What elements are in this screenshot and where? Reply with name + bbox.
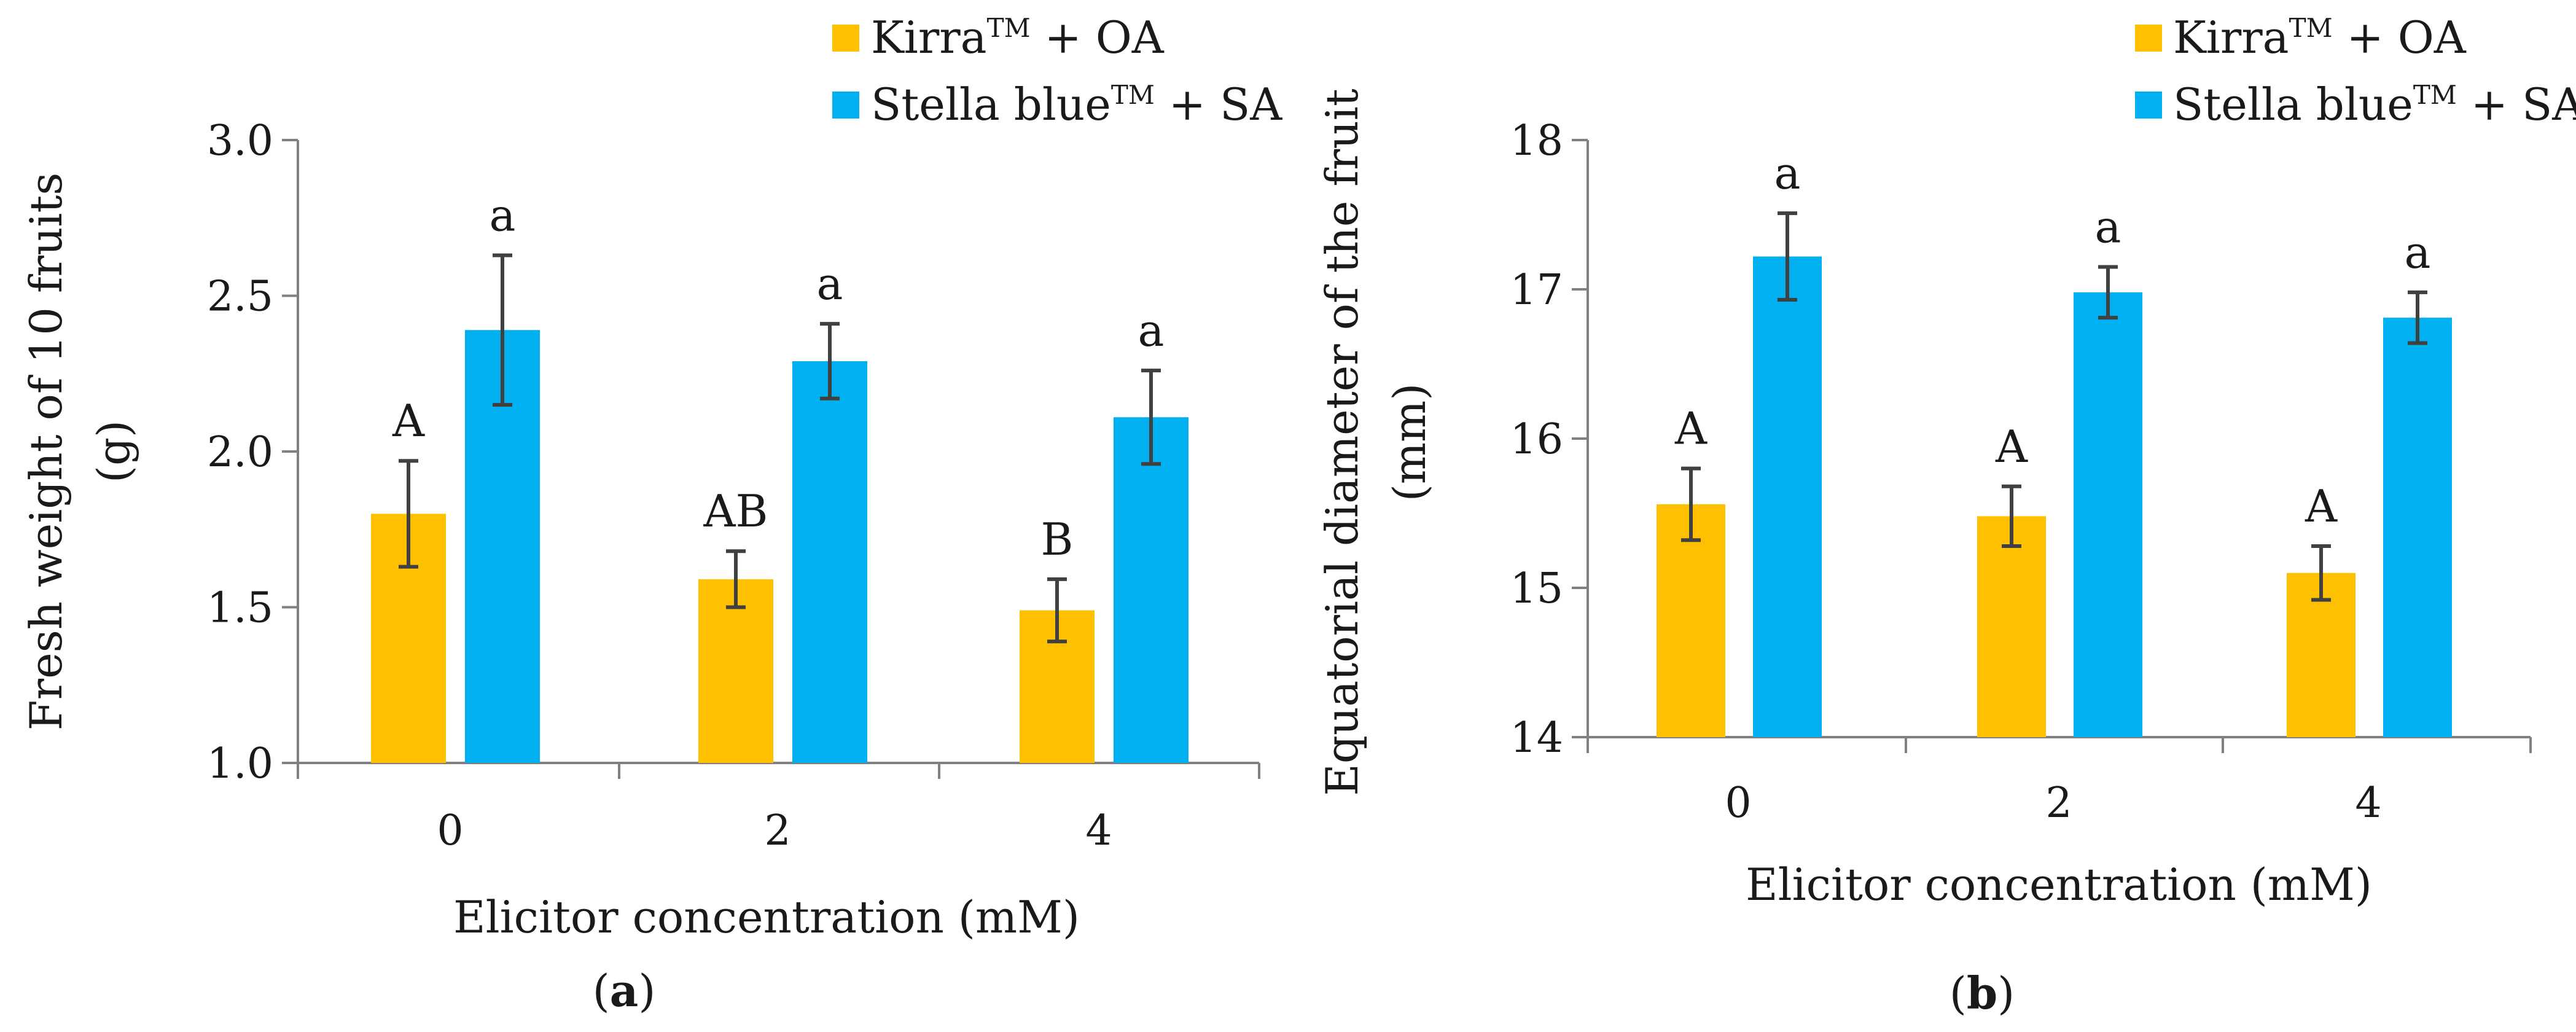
y-tick-label-a: 3.0 (207, 117, 273, 165)
bar-b-series0-0 (1657, 504, 1725, 737)
y-tick-label-a: 2.5 (207, 273, 273, 321)
x-tick-label-b: 0 (1725, 779, 1751, 827)
chart-panel-b: KirraTM + OA Stella blueTM + SA 14 15 16 17… (1316, 12, 2576, 1019)
legend-a: KirraTM + OA Stella blueTM + SA (832, 12, 1282, 130)
x-tick-label-b: 4 (2355, 779, 2381, 827)
bar-a-series0-2 (698, 579, 773, 763)
bar-b-series1-0 (1753, 256, 1822, 737)
y-axis-title-b-line2: (mm) (1384, 383, 1435, 502)
significance-letter-a: A (392, 395, 425, 447)
y-tick-label-b: 15 (1510, 565, 1563, 613)
bar-b-series1-2 (2074, 292, 2142, 737)
significance-letter-b: A (1674, 403, 1708, 455)
significance-letter-a: a (490, 190, 516, 241)
x-axis-title-b: Elicitor concentration (mM) (1746, 859, 2372, 910)
legend-b-swatch-stella (2135, 92, 2162, 119)
significance-letter-b: A (2305, 480, 2338, 532)
y-tick-label-b: 18 (1510, 117, 1563, 165)
y-tick-label-b: 14 (1510, 714, 1563, 762)
y-tick-label-b: 16 (1510, 415, 1563, 464)
significance-letter-b: a (2095, 201, 2121, 253)
significance-letter-a: a (817, 258, 843, 310)
legend-b: KirraTM + OA Stella blueTM + SA (2135, 12, 2576, 130)
legend-b-label-kirra: KirraTM + OA (2173, 12, 2467, 63)
bar-b-series1-4 (2383, 318, 2452, 737)
legend-b-swatch-kirra (2135, 25, 2162, 52)
panel-label-b: (b) (1950, 967, 2015, 1019)
y-tick-label-a: 2.0 (207, 428, 273, 477)
x-tick-label-b: 2 (2045, 779, 2072, 827)
significance-letter-a: B (1041, 514, 1074, 565)
significance-letter-a: a (1138, 305, 1165, 356)
y-axis-title-a-line1: Fresh weight of 10 fruits (20, 173, 72, 730)
chart-panel-a: KirraTM + OA Stella blueTM + SA 1.0 1.5 2.… (20, 12, 1282, 1017)
legend-a-swatch-stella (832, 92, 859, 119)
significance-letter-a: AB (703, 485, 768, 537)
significance-letter-b: A (1995, 421, 2028, 472)
y-tick-label-a: 1.0 (207, 740, 273, 788)
legend-b-label-stella: Stella blueTM + SA (2173, 79, 2576, 130)
x-tick-label-a: 2 (764, 807, 790, 855)
y-axis-title-a-line2: (g) (88, 420, 139, 483)
significance-letter-b: a (2405, 227, 2431, 278)
significance-letter-b: a (1774, 147, 1801, 199)
y-tick-label-a: 1.5 (207, 584, 273, 633)
bar-a-series1-4 (1114, 417, 1188, 763)
y-tick-label-b: 17 (1510, 266, 1563, 315)
bar-b-series0-2 (1977, 516, 2046, 737)
y-axis-title-b-line1: Equatorial diameter of the fruit (1316, 88, 1368, 796)
legend-a-label-stella: Stella blueTM + SA (871, 79, 1282, 130)
panel-label-a: (a) (593, 964, 656, 1017)
x-tick-label-a: 0 (437, 807, 463, 855)
x-tick-label-a: 4 (1085, 807, 1112, 855)
legend-a-label-kirra: KirraTM + OA (871, 12, 1165, 63)
bar-a-series1-2 (792, 361, 867, 763)
x-axis-title-a: Elicitor concentration (mM) (453, 891, 1080, 943)
legend-a-swatch-kirra (832, 25, 859, 52)
